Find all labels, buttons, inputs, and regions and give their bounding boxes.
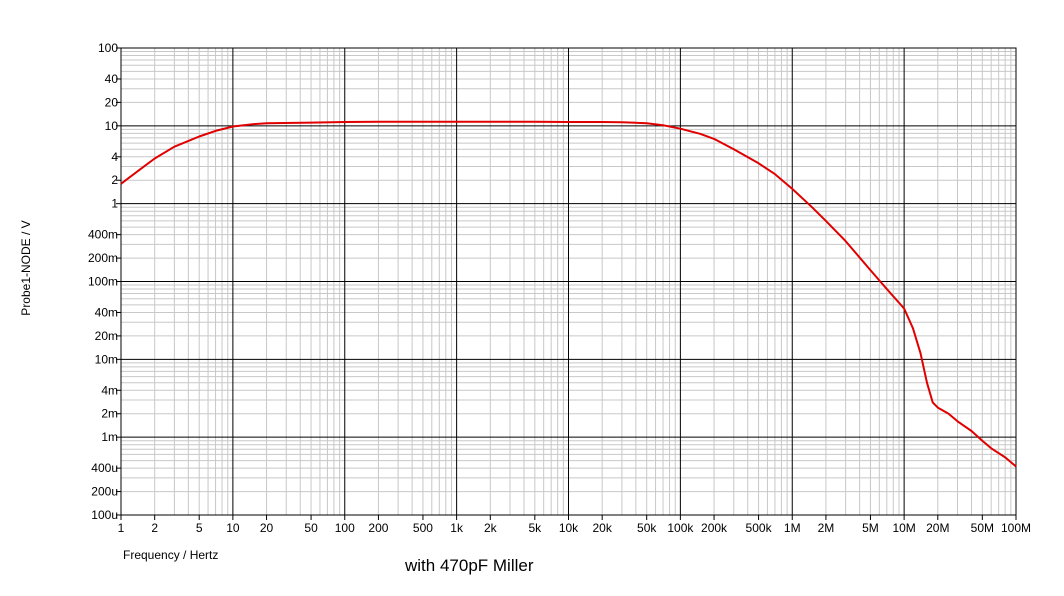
y-tick-label: 100 — [98, 41, 118, 55]
y-tick-label: 20 — [105, 95, 119, 109]
y-tick-label: 2m — [101, 407, 118, 421]
x-tick-label: 20k — [592, 521, 612, 535]
series-line-0 — [120, 120, 1017, 468]
x-tick-label: 5M — [862, 521, 879, 535]
y-tick-label: 4m — [101, 383, 118, 397]
x-tick-label: 100k — [667, 521, 694, 535]
y-tick-label: 400u — [91, 461, 118, 475]
x-tick-label: 1k — [450, 521, 464, 535]
y-tick-label: 200m — [88, 251, 118, 265]
x-tick-label: 5 — [196, 521, 203, 535]
x-tick-labels: 1 2 5 10 20 50 100 200 500 1k 2k 5k 10k 20k 50k 100k 200… — [118, 521, 1031, 535]
x-tick-label: 2k — [484, 521, 498, 535]
x-tick-label: 20M — [926, 521, 949, 535]
x-axis-label: Frequency / Hertz — [123, 548, 218, 562]
x-tick-label: 2 — [151, 521, 158, 535]
y-tick-label: 40m — [95, 305, 118, 319]
x-tick-label: 50 — [304, 521, 318, 535]
chart-caption: with 470pF Miller — [404, 556, 534, 575]
y-tick-label: 10m — [95, 352, 118, 366]
x-tick-label: 10k — [559, 521, 579, 535]
x-tick-label: 20 — [260, 521, 274, 535]
y-axis-label: Probe1-NODE / V — [19, 220, 33, 315]
x-tick-label: 10 — [226, 521, 240, 535]
axis-ticks — [116, 47, 1017, 520]
y-tick-label: 2 — [111, 173, 118, 187]
y-tick-label: 4 — [111, 150, 118, 164]
y-tick-label: 400m — [88, 228, 118, 242]
y-tick-label: 40 — [105, 72, 119, 86]
x-tick-label: 1M — [784, 521, 801, 535]
x-tick-label: 50k — [637, 521, 657, 535]
x-tick-label: 5k — [528, 521, 542, 535]
y-tick-label: 100m — [88, 275, 118, 289]
x-tick-label: 500k — [746, 521, 773, 535]
y-tick-label: 200u — [91, 485, 118, 499]
y-tick-label: 1 — [111, 197, 118, 211]
y-tick-label: 1m — [101, 430, 118, 444]
x-tick-label: 100 — [335, 521, 355, 535]
x-tick-label: 200 — [368, 521, 388, 535]
y-tick-label: 20m — [95, 329, 118, 343]
x-tick-label: 500 — [413, 521, 433, 535]
y-tick-label: 100u — [91, 508, 118, 522]
y-tick-label: 10 — [105, 119, 119, 133]
x-tick-label: 200k — [701, 521, 728, 535]
series-layer — [120, 120, 1017, 468]
x-tick-label: 100M — [1001, 521, 1031, 535]
x-tick-label: 50M — [971, 521, 994, 535]
x-tick-label: 2M — [818, 521, 835, 535]
x-tick-label: 10M — [892, 521, 915, 535]
y-tick-labels: 100 40 20 10 4 2 1 400m 200m 100m 40m 20m 10m 4m 2m 1m 4… — [88, 41, 118, 522]
x-tick-label: 1 — [118, 521, 125, 535]
